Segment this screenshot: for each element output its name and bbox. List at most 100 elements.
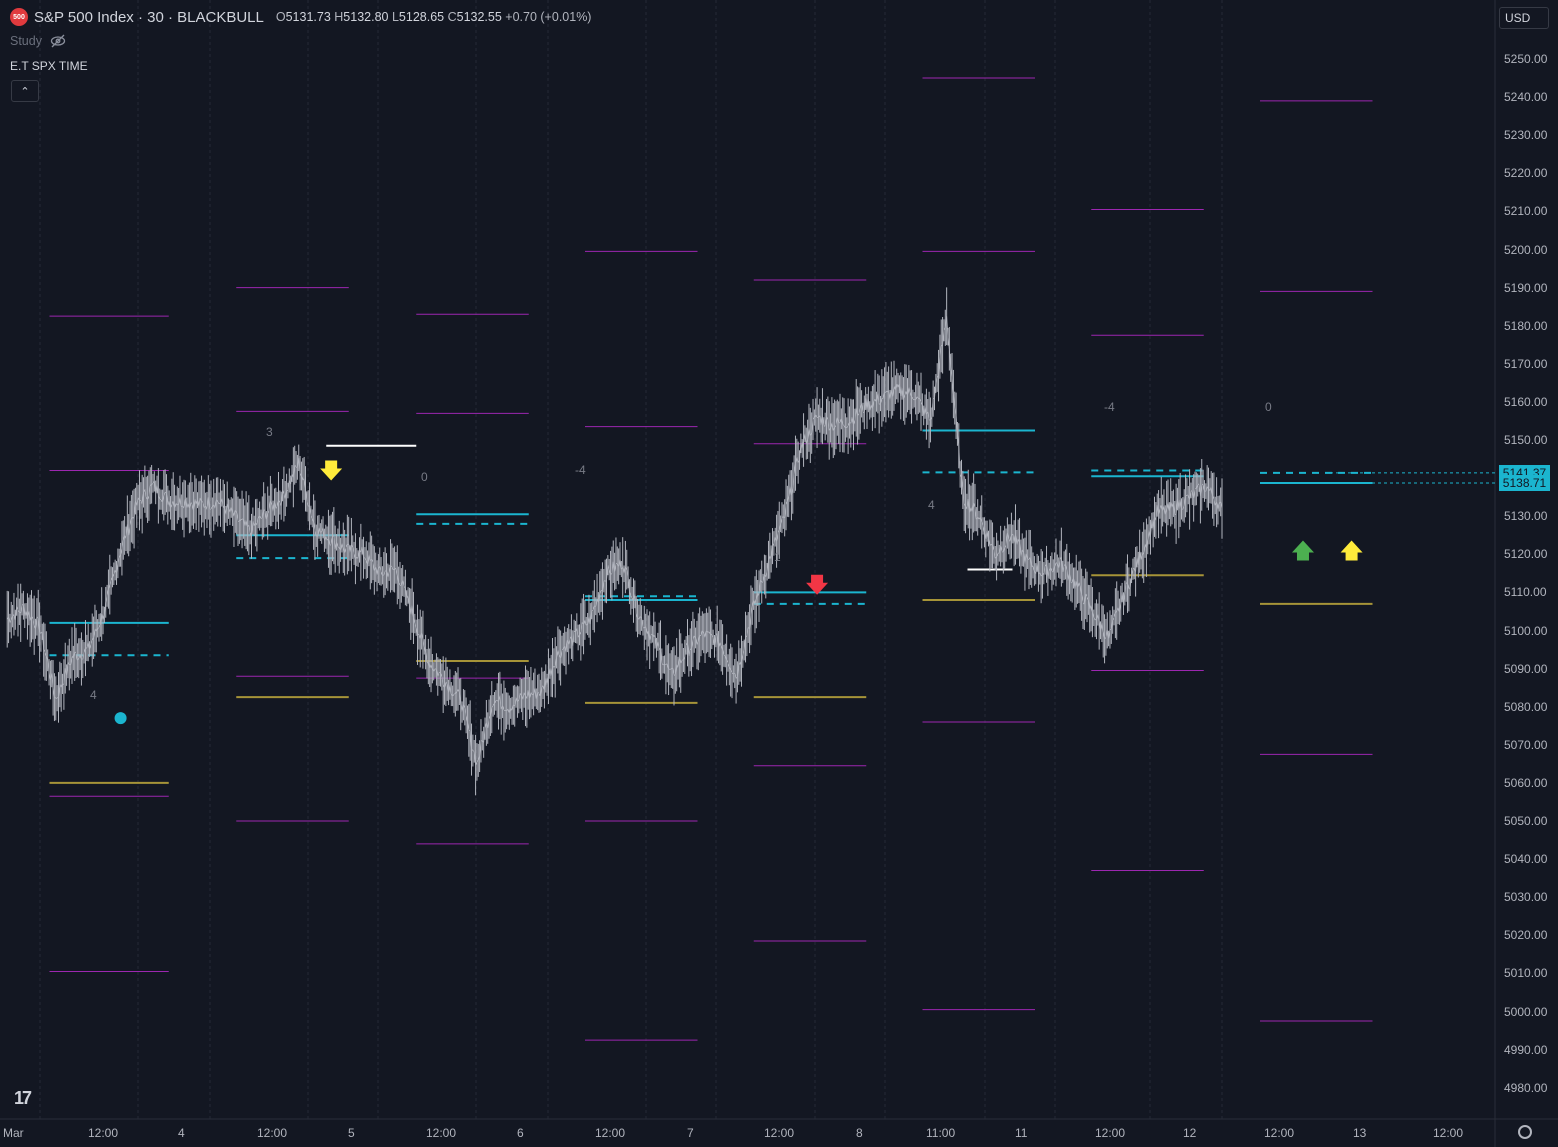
price-segment [1110,620,1114,630]
price-segment [1075,581,1078,588]
price-segment [548,668,551,677]
price-segment [568,638,571,645]
price-segment [1035,562,1038,574]
price-segment [842,424,845,426]
price-segment [261,509,265,519]
price-segment [230,507,233,513]
high-value: 5132.80 [343,10,389,24]
price-segment [1052,565,1056,573]
price-segment [499,695,502,710]
price-segment [549,668,552,676]
price-segment [77,657,80,661]
price-segment [156,484,159,496]
session-count-label: -4 [1104,400,1115,414]
price-segment [1021,549,1024,553]
price-segment [329,544,332,546]
price-segment [311,518,314,523]
current-price-tag: 5138.71 [1499,475,1550,491]
price-segment [1195,484,1199,489]
eye-off-icon[interactable] [50,34,66,48]
price-segment [1217,503,1220,511]
price-segment [958,445,961,475]
price-segment [770,546,773,560]
price-segment [511,705,514,711]
price-segment [954,408,957,416]
price-segment [121,539,124,549]
price-segment [912,398,915,401]
price-segment [788,485,791,496]
price-segment [619,558,622,570]
price-segment [1102,631,1105,639]
price-segment [938,356,941,376]
price-segment [635,613,638,619]
price-segment [1050,567,1053,572]
price-segment [461,704,464,713]
price-axis-label: 5050.00 [1504,814,1548,828]
price-segment [701,630,705,634]
price-segment [314,530,317,536]
price-segment [395,567,398,575]
price-segment [1185,494,1188,497]
price-segment [221,498,224,506]
price-segment [45,655,49,661]
price-segment [851,416,854,425]
price-segment [1085,593,1088,598]
time-axis-label: 12:00 [595,1126,626,1140]
price-segment [857,413,860,416]
price-segment [514,697,517,706]
price-segment [942,330,945,346]
price-segment [1094,618,1097,621]
price-segment [994,556,997,559]
open-value: 5131.73 [285,10,331,24]
price-axis-label: 5110.00 [1504,585,1547,600]
time-axis-label: 4 [178,1126,185,1140]
price-segment [83,647,86,653]
price-segment [765,571,768,577]
price-segment [202,502,205,508]
price-segment [734,673,737,679]
price-segment [726,659,729,664]
price-segment [1127,583,1130,590]
price-segment [801,439,804,449]
price-segment [66,661,69,676]
price-segment [611,561,614,574]
settings-icon[interactable] [1518,1125,1532,1139]
price-segment [534,687,537,699]
price-segment [56,697,59,699]
indicator-name[interactable]: E.T SPX TIME [10,59,88,73]
price-segment [190,502,193,505]
symbol-title[interactable]: S&P 500 Index · 30 · BLACKBULL [34,8,264,26]
price-segment [409,605,412,615]
price-segment [777,530,780,534]
price-segment [415,627,418,635]
price-segment [971,502,975,512]
price-segment [742,649,745,655]
study-row[interactable]: Study [10,34,66,48]
price-segment [630,595,633,599]
price-segment [1087,599,1091,609]
price-segment [930,417,933,421]
price-segment [54,696,57,699]
price-segment [309,506,312,516]
price-segment [1125,582,1128,584]
tradingview-logo[interactable]: 17 [14,1088,32,1108]
price-segment [1168,502,1172,511]
price-segment [217,501,220,505]
price-segment [985,531,988,540]
collapse-button[interactable]: ⌃ [11,80,39,102]
price-segment [467,722,470,731]
currency-button[interactable]: USD [1499,7,1549,29]
price-segment [464,707,467,716]
price-segment [243,518,246,526]
price-segment [1074,581,1077,589]
price-segment [507,708,510,713]
price-segment [278,500,281,503]
price-segment [796,457,799,463]
price-segment [433,668,436,672]
price-segment [863,398,867,413]
signal-up-arrow [1291,540,1314,561]
price-segment [216,499,219,503]
symbol-badge[interactable]: 500 [10,8,28,26]
price-segment [947,336,950,349]
